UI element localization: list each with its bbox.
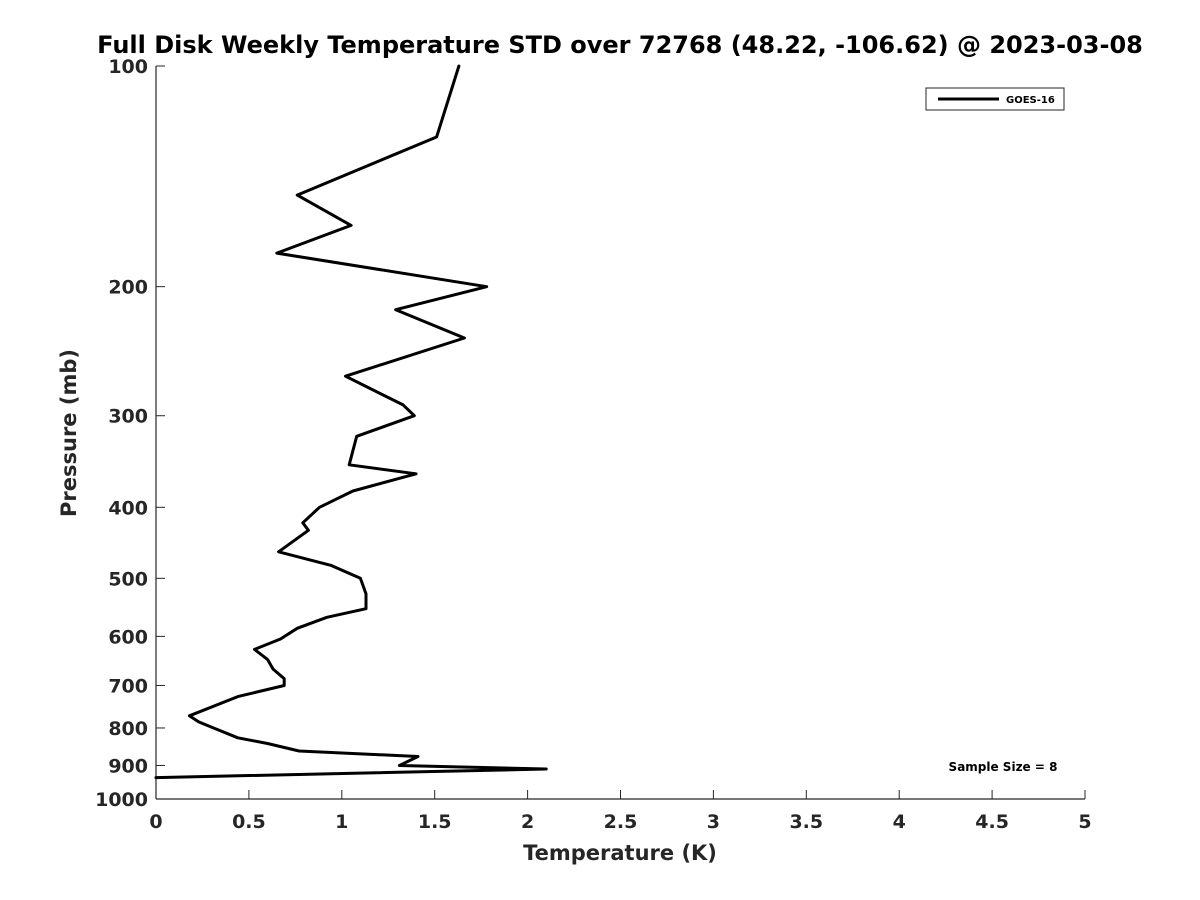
y-tick-label: 500 (108, 568, 148, 590)
x-tick-label: 1.5 (418, 811, 452, 833)
y-tick-label: 200 (108, 277, 148, 299)
legend: GOES-16 (925, 87, 1065, 111)
y-tick-label: 600 (108, 626, 148, 648)
x-tick-label: 0.5 (232, 811, 266, 833)
x-tick-label: 1 (335, 811, 348, 833)
x-tick-label: 3.5 (789, 811, 823, 833)
plot-axes (155, 66, 1085, 800)
x-tick-label: 4 (893, 811, 906, 833)
series-line-goes-16 (154, 64, 548, 780)
y-axis-label: Pressure (mb) (57, 349, 81, 517)
x-axis-label: Temperature (K) (523, 841, 717, 865)
x-tick-label: 0 (149, 811, 162, 833)
y-tick-label: 900 (108, 755, 148, 777)
x-tick-label: 2 (521, 811, 534, 833)
y-axis-ticks: 100 200 300 400 500 600 700 800 900 1000 (95, 56, 165, 811)
chart-title: Full Disk Weekly Temperature STD over 72… (97, 31, 1143, 59)
series-lines (154, 64, 548, 780)
y-tick-label: 400 (108, 497, 148, 519)
x-tick-label: 5 (1078, 811, 1091, 833)
y-tick-label: 800 (108, 718, 148, 740)
y-tick-label: 100 (108, 56, 148, 78)
sample-size-annotation: Sample Size = 8 (949, 760, 1058, 774)
x-axis-ticks: 0 0.5 1 1.5 2 2.5 3 3.5 4 4.5 5 (149, 790, 1092, 833)
x-tick-label: 4.5 (975, 811, 1009, 833)
y-tick-label: 1000 (95, 789, 148, 811)
y-tick-label: 700 (108, 675, 148, 697)
legend-label-goes-16: GOES-16 (1006, 95, 1055, 106)
y-tick-label: 300 (108, 406, 148, 428)
x-tick-label: 2.5 (604, 811, 638, 833)
x-tick-label: 3 (707, 811, 720, 833)
